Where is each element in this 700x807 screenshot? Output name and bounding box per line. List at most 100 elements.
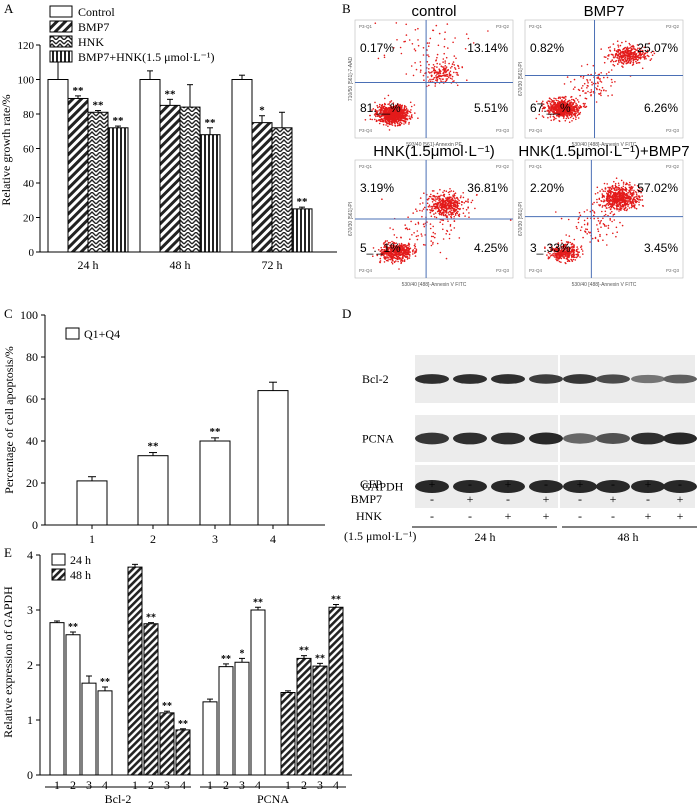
event-dot: [580, 87, 583, 89]
event-dot: [450, 207, 452, 210]
quadrant-q3-value: 5.51%: [474, 101, 508, 115]
event-dot: [453, 201, 456, 204]
event-dot: [385, 107, 388, 109]
event-dot: [442, 78, 444, 80]
event-dot: [454, 192, 457, 194]
event-dot: [409, 101, 412, 104]
event-dot: [397, 120, 400, 122]
event-dot: [393, 106, 396, 108]
event-dot: [384, 103, 387, 106]
event-dot: [618, 192, 621, 194]
event-dot: [436, 198, 438, 201]
event-dot: [566, 76, 569, 78]
event-dot: [422, 202, 424, 204]
event-dot: [635, 49, 637, 51]
event-dot: [607, 224, 610, 227]
quadrant-q1-value: 0.17%: [360, 41, 394, 55]
event-dot: [428, 42, 431, 44]
event-dot: [650, 58, 653, 60]
significance-mark: **: [165, 88, 177, 100]
event-dot: [397, 124, 399, 127]
event-dot: [428, 72, 431, 74]
event-dot: [447, 220, 449, 222]
event-dot: [387, 117, 389, 120]
event-dot: [605, 56, 607, 58]
event-dot: [641, 49, 644, 52]
event-dot: [577, 251, 579, 253]
bar: [199, 440, 231, 526]
event-dot: [578, 217, 580, 219]
bar: [67, 97, 89, 253]
event-dot: [435, 77, 438, 79]
event-dot: [618, 210, 620, 212]
protein-band: [415, 374, 449, 384]
event-dot: [570, 243, 573, 246]
event-dot: [574, 101, 576, 103]
event-dot: [417, 117, 419, 119]
legend-swatch: [49, 50, 73, 63]
protein-band: [563, 374, 597, 384]
event-dot: [406, 248, 408, 251]
event-dot: [622, 54, 624, 57]
bar: [107, 127, 129, 253]
event-dot: [637, 58, 639, 61]
event-dot: [391, 111, 393, 113]
event-dot: [445, 210, 448, 213]
event-dot: [400, 236, 402, 239]
event-dot: [620, 179, 623, 182]
event-dot: [388, 114, 390, 117]
event-dot: [402, 250, 405, 252]
event-dot: [408, 245, 411, 247]
event-dot: [624, 193, 626, 196]
event-dot: [438, 32, 441, 35]
event-dot: [383, 109, 386, 111]
event-dot: [415, 248, 418, 251]
event-dot: [604, 205, 607, 207]
y-tick-label: 40: [23, 178, 35, 190]
event-dot: [576, 253, 578, 256]
event-dot: [589, 91, 591, 94]
event-dot: [384, 110, 386, 113]
bar: [328, 606, 344, 776]
event-dot: [547, 105, 550, 108]
event-dot: [632, 202, 634, 204]
event-dot: [430, 240, 433, 242]
legend-label: Q1+Q4: [84, 327, 120, 341]
event-dot: [379, 260, 382, 262]
event-dot: [451, 65, 453, 68]
event-dot: [391, 262, 394, 265]
event-dot: [609, 219, 611, 221]
treatment-sign: -: [611, 477, 615, 491]
event-dot: [564, 252, 566, 254]
event-dot: [382, 111, 385, 113]
event-dot: [408, 121, 410, 124]
event-dot: [615, 53, 617, 55]
event-dot: [611, 210, 613, 213]
event-dot: [379, 112, 382, 114]
event-dot: [407, 216, 409, 218]
event-dot: [575, 118, 577, 121]
event-dot: [398, 256, 401, 259]
event-dot: [404, 118, 407, 121]
event-dot: [546, 254, 548, 256]
event-dot: [547, 116, 549, 119]
event-dot: [443, 204, 446, 207]
event-dot: [613, 64, 616, 67]
event-dot: [380, 109, 383, 112]
event-dot: [447, 198, 449, 201]
event-dot: [395, 248, 398, 251]
event-dot: [636, 44, 639, 46]
event-dot: [565, 117, 568, 120]
event-dot: [569, 116, 572, 119]
event-dot: [572, 258, 575, 261]
event-dot: [392, 253, 395, 255]
quadrant-q3-label: P3-Q3: [496, 128, 510, 133]
event-dot: [560, 109, 563, 111]
event-dot: [395, 104, 397, 107]
event-dot: [583, 211, 586, 213]
event-dot: [440, 80, 442, 82]
event-dot: [415, 235, 418, 238]
event-dot: [535, 117, 537, 120]
event-dot: [420, 69, 422, 71]
event-dot: [420, 233, 423, 235]
